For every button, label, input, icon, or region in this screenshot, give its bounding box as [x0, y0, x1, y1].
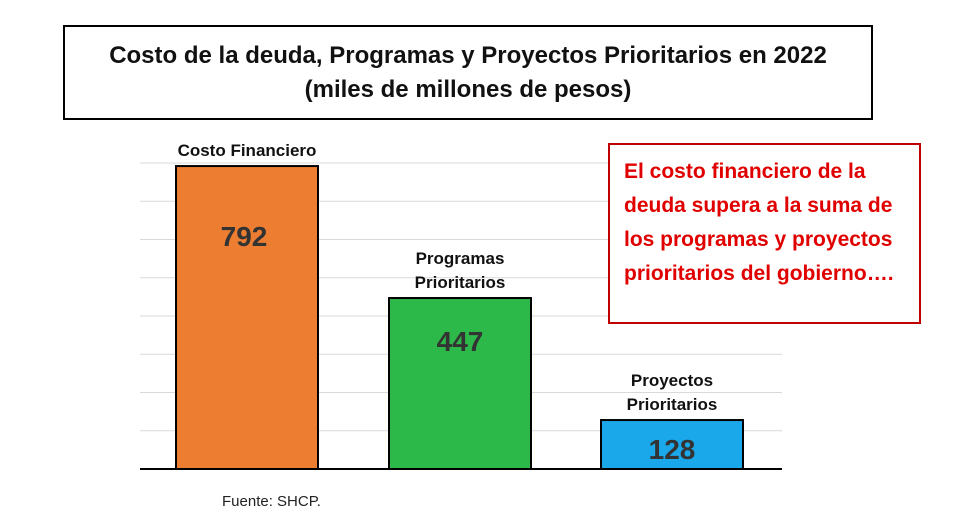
chart-title-box: Costo de la deuda, Programas y Proyectos… — [63, 25, 873, 120]
source-note: Fuente: SHCP. — [222, 493, 321, 510]
bar — [600, 419, 744, 471]
bar-value-label: 792 — [221, 221, 268, 252]
bar-value-label: 447 — [437, 326, 484, 357]
category-label: Programas — [416, 249, 505, 268]
category-label: Proyectos — [631, 371, 713, 390]
annotation-text: El costo financiero de la deuda supera a… — [624, 160, 894, 285]
category-label: Prioritarios — [627, 395, 718, 414]
bar — [388, 297, 532, 470]
annotation-box: El costo financiero de la deuda supera a… — [608, 143, 921, 324]
bar-value-label: 128 — [649, 434, 696, 465]
chart-title: Costo de la deuda, Programas y Proyectos… — [109, 41, 827, 69]
bar — [175, 165, 319, 470]
category-label: Costo Financiero — [178, 141, 317, 160]
chart-subtitle: (miles de millones de pesos) — [304, 75, 632, 103]
category-label: Prioritarios — [415, 273, 506, 292]
